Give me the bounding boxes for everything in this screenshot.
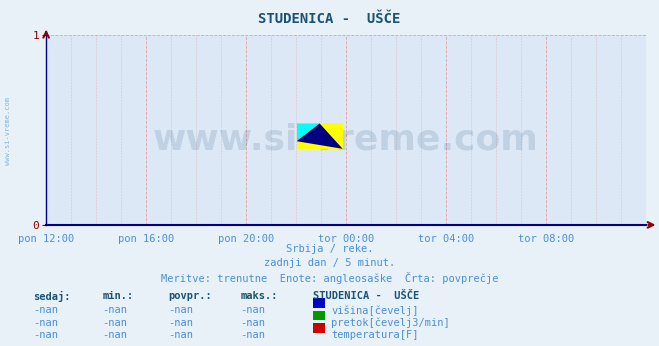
Text: -nan: -nan: [102, 318, 127, 328]
Text: -nan: -nan: [33, 305, 58, 315]
Text: -nan: -nan: [241, 330, 266, 340]
Text: Srbija / reke.: Srbija / reke.: [286, 244, 373, 254]
Text: maks.:: maks.:: [241, 291, 278, 301]
Polygon shape: [297, 124, 320, 141]
Text: STUDENICA -  UŠČE: STUDENICA - UŠČE: [313, 291, 419, 301]
Text: sedaj:: sedaj:: [33, 291, 71, 302]
Text: temperatura[F]: temperatura[F]: [331, 330, 419, 340]
Text: pretok[čevelj3/min]: pretok[čevelj3/min]: [331, 318, 450, 328]
Text: -nan: -nan: [168, 330, 193, 340]
Text: STUDENICA -  UŠČE: STUDENICA - UŠČE: [258, 12, 401, 26]
Text: -nan: -nan: [102, 330, 127, 340]
Text: zadnji dan / 5 minut.: zadnji dan / 5 minut.: [264, 258, 395, 268]
Polygon shape: [297, 124, 343, 149]
Text: -nan: -nan: [241, 318, 266, 328]
Text: -nan: -nan: [102, 305, 127, 315]
Text: -nan: -nan: [168, 305, 193, 315]
Text: min.:: min.:: [102, 291, 133, 301]
Text: Meritve: trenutne  Enote: angleosaške  Črta: povprečje: Meritve: trenutne Enote: angleosaške Črt…: [161, 272, 498, 284]
Text: www.si-vreme.com: www.si-vreme.com: [5, 98, 11, 165]
Text: -nan: -nan: [241, 305, 266, 315]
Text: -nan: -nan: [168, 318, 193, 328]
Text: višina[čevelj]: višina[čevelj]: [331, 305, 419, 316]
Text: povpr.:: povpr.:: [168, 291, 212, 301]
Text: www.si-vreme.com: www.si-vreme.com: [153, 122, 539, 156]
Text: -nan: -nan: [33, 330, 58, 340]
Text: -nan: -nan: [33, 318, 58, 328]
